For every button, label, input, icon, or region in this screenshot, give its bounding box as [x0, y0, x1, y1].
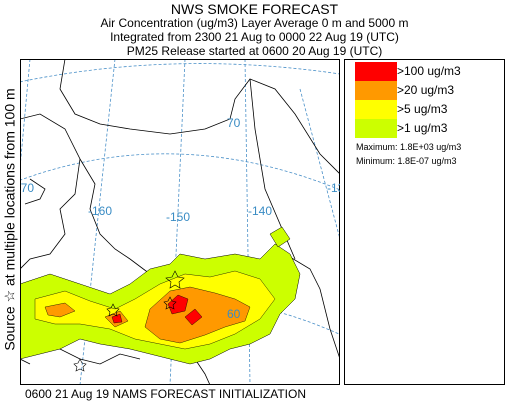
legend-swatch: [355, 119, 397, 138]
legend-item: >5 ug/m3: [355, 100, 495, 119]
legend-label: >100 ug/m3: [397, 64, 461, 78]
lat-label: 60: [227, 307, 241, 321]
legend: >100 ug/m3 >20 ug/m3 >5 ug/m3 >1 ug/m3 M…: [344, 59, 505, 385]
smoke-map: -170 -160 -150 -140 -130 70 60: [20, 59, 340, 385]
legend-swatch: [355, 100, 397, 119]
lon-label: -130: [327, 181, 340, 195]
legend-label: >20 ug/m3: [397, 83, 455, 97]
lon-label: -160: [88, 204, 112, 218]
legend-swatch: [355, 62, 397, 81]
maximum-value: Maximum: 1.8E+03 ug/m3: [356, 142, 462, 152]
legend-item: >1 ug/m3: [355, 119, 495, 138]
subtitle-integration: Integrated from 2300 21 Aug to 0000 22 A…: [110, 30, 399, 44]
lon-label: -150: [166, 210, 190, 224]
legend-label: >5 ug/m3: [397, 102, 448, 116]
forecast-initialization: 0600 21 Aug 19 NAMS FORECAST INITIALIZAT…: [25, 387, 306, 401]
subtitle-release: PM25 Release started at 0600 20 Aug 19 (…: [126, 44, 383, 58]
legend-label: >1 ug/m3: [397, 121, 448, 135]
legend-item: >100 ug/m3: [355, 62, 495, 81]
subtitle-concentration: Air Concentration (ug/m3) Layer Average …: [100, 16, 409, 30]
minimum-value: Minimum: 1.8E-07 ug/m3: [356, 156, 457, 166]
legend-swatch: [355, 81, 397, 100]
source-label: Source ☆ at multiple locations from 100 …: [1, 88, 18, 351]
lat-label: 70: [227, 116, 241, 130]
lon-label: -140: [248, 204, 272, 218]
source-markers: [73, 270, 185, 372]
smoke-100-ugm3: [111, 294, 203, 326]
map-title: NWS SMOKE FORECAST: [170, 1, 339, 17]
legend-item: >20 ug/m3: [355, 81, 495, 100]
lon-label: -170: [20, 181, 34, 195]
